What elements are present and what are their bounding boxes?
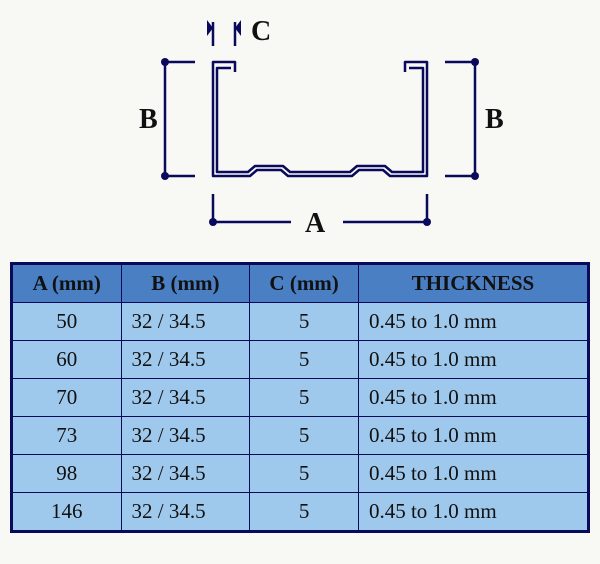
cell-c: 5	[250, 455, 359, 493]
cell-c: 5	[250, 379, 359, 417]
dim-c: C	[207, 16, 271, 47]
cell-b: 32 / 34.5	[121, 303, 250, 341]
label-b-left: B	[139, 104, 158, 135]
cell-a: 73	[12, 417, 122, 455]
cell-b: 32 / 34.5	[121, 493, 250, 532]
dim-b-left: B	[139, 58, 195, 180]
cell-t: 0.45 to 1.0 mm	[358, 493, 588, 532]
cell-a: 98	[12, 455, 122, 493]
cell-c: 5	[250, 303, 359, 341]
channel-profile	[213, 62, 427, 176]
dim-a: A	[209, 194, 431, 239]
cell-b: 32 / 34.5	[121, 455, 250, 493]
table-row: 7332 / 34.550.45 to 1.0 mm	[12, 417, 589, 455]
cell-t: 0.45 to 1.0 mm	[358, 303, 588, 341]
cell-c: 5	[250, 493, 359, 532]
dim-b-right: B	[445, 58, 504, 180]
cell-a: 70	[12, 379, 122, 417]
cell-t: 0.45 to 1.0 mm	[358, 341, 588, 379]
cell-a: 50	[12, 303, 122, 341]
label-a: A	[305, 208, 326, 239]
cell-t: 0.45 to 1.0 mm	[358, 379, 588, 417]
cell-b: 32 / 34.5	[121, 341, 250, 379]
cell-a: 60	[12, 341, 122, 379]
table-row: 9832 / 34.550.45 to 1.0 mm	[12, 455, 589, 493]
col-header-b: B (mm)	[121, 264, 250, 303]
table-body: 5032 / 34.550.45 to 1.0 mm6032 / 34.550.…	[12, 303, 589, 532]
label-c: C	[251, 16, 271, 47]
table-header-row: A (mm)B (mm)C (mm)THICKNESS	[12, 264, 589, 303]
table-row: 14632 / 34.550.45 to 1.0 mm	[12, 493, 589, 532]
table-row: 7032 / 34.550.45 to 1.0 mm	[12, 379, 589, 417]
cell-c: 5	[250, 417, 359, 455]
col-header-c: C (mm)	[250, 264, 359, 303]
cell-t: 0.45 to 1.0 mm	[358, 455, 588, 493]
cell-b: 32 / 34.5	[121, 379, 250, 417]
col-header-a: A (mm)	[12, 264, 122, 303]
label-b-right: B	[485, 104, 504, 135]
col-header-t: THICKNESS	[358, 264, 588, 303]
profile-svg: C B B A	[65, 10, 535, 250]
cell-c: 5	[250, 341, 359, 379]
spec-table: A (mm)B (mm)C (mm)THICKNESS 5032 / 34.55…	[10, 262, 590, 533]
profile-diagram: C B B A	[10, 10, 590, 250]
cell-a: 146	[12, 493, 122, 532]
table-row: 6032 / 34.550.45 to 1.0 mm	[12, 341, 589, 379]
table-row: 5032 / 34.550.45 to 1.0 mm	[12, 303, 589, 341]
cell-b: 32 / 34.5	[121, 417, 250, 455]
cell-t: 0.45 to 1.0 mm	[358, 417, 588, 455]
